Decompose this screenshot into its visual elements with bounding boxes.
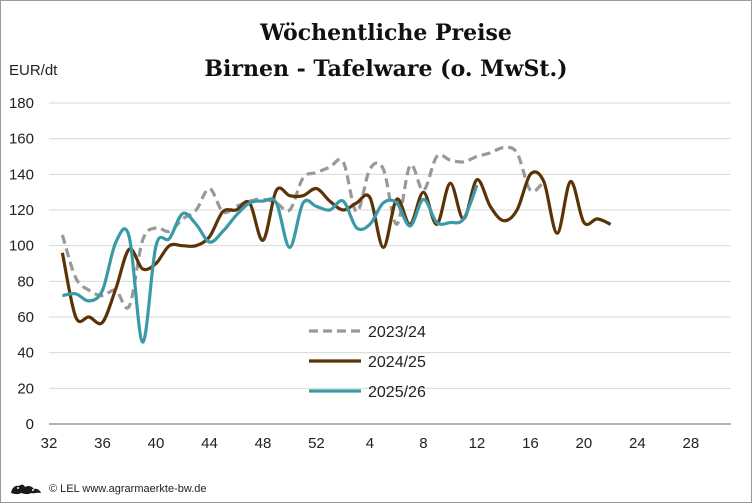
y-axis-ticks: 0 20 40 60 80 100 120 140 160 180 [9,95,34,433]
series-line-2025-26 [62,184,479,344]
bw-lions-logo-icon [11,484,41,495]
chart-title: Wöchentliche Preise [259,20,512,46]
x-tick-label: 8 [419,435,427,452]
legend-label: 2025/26 [368,384,426,401]
series-line-2023-24 [60,145,545,310]
legend: 2023/24 2024/25 2025/26 [309,324,426,401]
footer-credit: © LEL www.agrarmaerkte-bw.de [9,479,207,499]
x-tick-label: 48 [255,435,272,452]
y-axis-unit-label: EUR/dt [9,62,58,79]
x-tick-label: 20 [576,435,593,452]
y-tick-label: 20 [17,380,34,397]
y-tick-label: 80 [17,273,34,290]
legend-label: 2024/25 [368,354,426,371]
y-tick-label: 40 [17,345,34,362]
x-tick-label: 32 [41,435,58,452]
x-tick-label: 40 [148,435,165,452]
gridlines [49,102,731,389]
x-tick-label: 36 [94,435,111,452]
x-tick-label: 16 [522,435,539,452]
y-tick-label: 140 [9,166,34,183]
y-tick-label: 160 [9,131,34,148]
y-tick-label: 120 [9,202,34,219]
series-lines [60,145,612,344]
y-tick-label: 100 [9,238,34,255]
footer-credit-text: © LEL www.agrarmaerkte-bw.de [49,483,207,495]
x-tick-label: 52 [308,435,325,452]
x-axis-ticks: 32 36 40 44 48 52 4 8 12 16 20 24 28 [41,435,700,452]
y-tick-label: 180 [9,95,34,112]
y-tick-label: 60 [17,309,34,326]
legend-label: 2023/24 [368,324,426,341]
x-tick-label: 44 [201,435,218,452]
y-tick-label: 0 [26,416,34,433]
x-tick-label: 24 [629,435,646,452]
x-tick-label: 28 [683,435,700,452]
series-line-2024-25 [60,170,612,326]
x-tick-label: 12 [469,435,486,452]
chart-subtitle: Birnen - Tafelware (o. MwSt.) [204,56,567,82]
x-tick-label: 4 [366,435,374,452]
